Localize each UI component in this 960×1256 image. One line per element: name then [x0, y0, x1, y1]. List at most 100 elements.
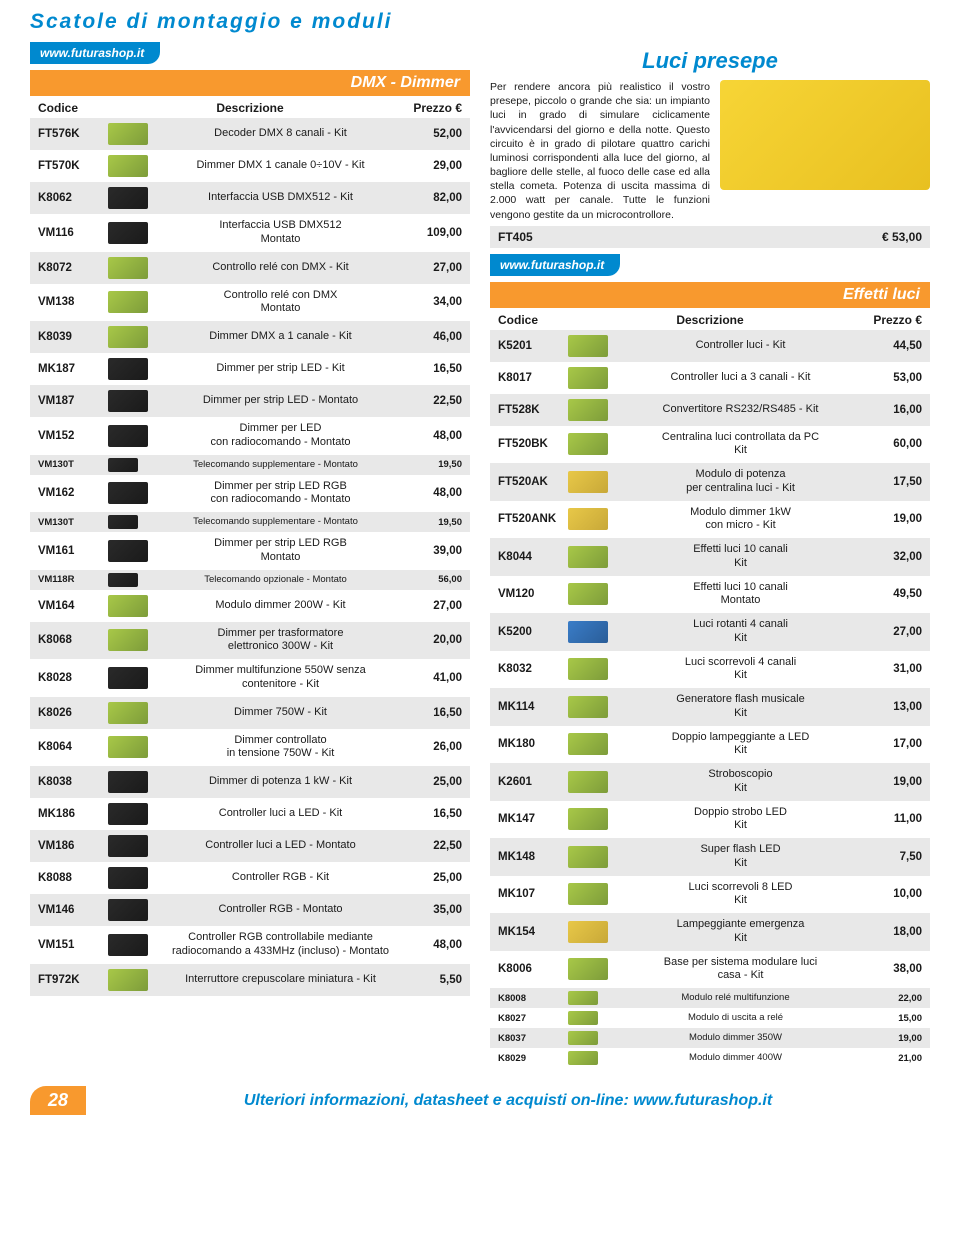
row-code: VM161 — [38, 545, 108, 557]
row-code: VM164 — [38, 600, 108, 612]
row-description: Telecomando supplementare - Montato — [144, 516, 407, 528]
row-price: 34,00 — [407, 296, 462, 308]
left-rows: FT576KDecoder DMX 8 canali - Kit52,00FT5… — [30, 118, 470, 996]
product-thumbnail — [108, 595, 148, 617]
row-code: K8017 — [498, 372, 568, 384]
product-thumbnail — [108, 771, 148, 793]
product-thumbnail — [108, 573, 138, 587]
row-code: FT520AK — [498, 476, 568, 488]
row-description: Centralina luci controllata da PCKit — [614, 431, 867, 459]
row-code: MK186 — [38, 808, 108, 820]
header-price: Prezzo € — [852, 313, 922, 327]
table-row: K8017Controller luci a 3 canali - Kit53,… — [490, 362, 930, 394]
product-thumbnail — [568, 335, 608, 357]
table-row: VM118RTelecomando opzionale - Montato56,… — [30, 570, 470, 590]
table-row: FT528KConvertitore RS232/RS485 - Kit16,0… — [490, 394, 930, 426]
product-thumbnail — [568, 471, 608, 493]
row-description: Super flash LEDKit — [614, 843, 867, 871]
row-description: Controller luci - Kit — [614, 339, 867, 353]
row-code: FT528K — [498, 404, 568, 416]
table-row: MK180Doppio lampeggiante a LEDKit17,00 — [490, 726, 930, 764]
product-thumbnail — [568, 583, 608, 605]
row-code: VM118R — [38, 574, 108, 585]
row-code: VM187 — [38, 395, 108, 407]
left-column: www.futurashop.it DMX - Dimmer Codice De… — [30, 42, 470, 1068]
row-price: 49,50 — [867, 588, 922, 600]
product-thumbnail — [568, 658, 608, 680]
row-description: Base per sistema modulare lucicasa - Kit — [614, 956, 867, 984]
row-description: Modulo di uscita a relé — [604, 1012, 867, 1024]
right-section-title: Effetti luci — [490, 282, 930, 308]
product-thumbnail — [108, 736, 148, 758]
product-thumbnail — [568, 433, 608, 455]
left-table-header: Codice Descrizione Prezzo € — [30, 98, 470, 118]
table-row: VM120Effetti luci 10 canaliMontato49,50 — [490, 576, 930, 614]
product-thumbnail — [568, 1011, 598, 1025]
product-thumbnail — [108, 123, 148, 145]
row-price: 22,50 — [407, 840, 462, 852]
catalog-page: Scatole di montaggio e moduli www.futura… — [0, 0, 960, 1129]
table-row: K8044Effetti luci 10 canaliKit32,00 — [490, 538, 930, 576]
page-number: 28 — [30, 1086, 86, 1115]
row-price: 18,00 — [867, 926, 922, 938]
row-description: Decoder DMX 8 canali - Kit — [154, 127, 407, 141]
row-description: Modulo dimmer 1kWcon micro - Kit — [614, 506, 867, 534]
product-thumbnail — [108, 425, 148, 447]
row-code: VM162 — [38, 487, 108, 499]
row-code: K8032 — [498, 663, 568, 675]
row-code: FT972K — [38, 974, 108, 986]
row-description: Dimmer multifunzione 550W senzacontenito… — [154, 664, 407, 692]
table-row: VM164Modulo dimmer 200W - Kit27,00 — [30, 590, 470, 622]
row-price: 17,50 — [867, 476, 922, 488]
row-price: 46,00 — [407, 331, 462, 343]
table-row: MK147Doppio strobo LEDKit11,00 — [490, 801, 930, 839]
row-price: 41,00 — [407, 672, 462, 684]
row-code: K8029 — [498, 1053, 568, 1064]
row-description: Dimmer per trasformatoreelettronico 300W… — [154, 627, 407, 655]
row-code: K8068 — [38, 634, 108, 646]
row-price: 22,50 — [407, 395, 462, 407]
row-price: 19,00 — [867, 776, 922, 788]
row-price: 21,00 — [867, 1053, 922, 1064]
row-description: Dimmer 750W - Kit — [154, 706, 407, 720]
row-code: FT576K — [38, 128, 108, 140]
table-row: K8037Modulo dimmer 350W19,00 — [490, 1028, 930, 1048]
row-price: 32,00 — [867, 551, 922, 563]
table-row: VM130TTelecomando supplementare - Montat… — [30, 512, 470, 532]
product-thumbnail — [568, 696, 608, 718]
row-code: K8037 — [498, 1033, 568, 1044]
article-price: € 53,00 — [568, 230, 922, 244]
table-row: VM187Dimmer per strip LED - Montato22,50 — [30, 385, 470, 417]
row-description: Controller RGB - Kit — [154, 871, 407, 885]
table-row: K8068 Dimmer per trasformatoreelettronico… — [30, 622, 470, 660]
row-price: 48,00 — [407, 487, 462, 499]
row-price: 25,00 — [407, 776, 462, 788]
row-price: 22,00 — [867, 993, 922, 1004]
footer-url: www.futurashop.it — [633, 1092, 772, 1109]
row-code: MK107 — [498, 888, 568, 900]
table-row: MK107Luci scorrevoli 8 LEDKit10,00 — [490, 876, 930, 914]
table-row: K8064Dimmer controllatoin tensione 750W … — [30, 729, 470, 767]
row-description: Dimmer per strip LED RGBMontato — [154, 537, 407, 565]
table-row: K5200Luci rotanti 4 canaliKit27,00 — [490, 613, 930, 651]
table-row: FT520AKModulo di potenzaper centralina l… — [490, 463, 930, 501]
product-thumbnail — [108, 899, 148, 921]
row-description: Controllo relé con DMX - Kit — [154, 261, 407, 275]
product-thumbnail — [108, 291, 148, 313]
table-row: VM151Controller RGB controllabile median… — [30, 926, 470, 964]
table-row: K8072Controllo relé con DMX - Kit27,00 — [30, 252, 470, 284]
row-description: Interruttore crepuscolare miniatura - Ki… — [154, 973, 407, 987]
row-description: Luci rotanti 4 canaliKit — [614, 618, 867, 646]
row-description: Doppio strobo LEDKit — [614, 806, 867, 834]
row-price: 19,50 — [407, 459, 462, 470]
table-row: MK114Generatore flash musicaleKit13,00 — [490, 688, 930, 726]
row-code: K8039 — [38, 331, 108, 343]
table-row: K8027Modulo di uscita a relé15,00 — [490, 1008, 930, 1028]
table-row: K8088Controller RGB - Kit25,00 — [30, 862, 470, 894]
table-row: MK186Controller luci a LED - Kit16,50 — [30, 798, 470, 830]
table-row: K2601StroboscopioKit19,00 — [490, 763, 930, 801]
row-code: VM151 — [38, 939, 108, 951]
row-price: 19,50 — [407, 517, 462, 528]
row-description: Dimmer di potenza 1 kW - Kit — [154, 775, 407, 789]
row-description: Modulo dimmer 200W - Kit — [154, 599, 407, 613]
